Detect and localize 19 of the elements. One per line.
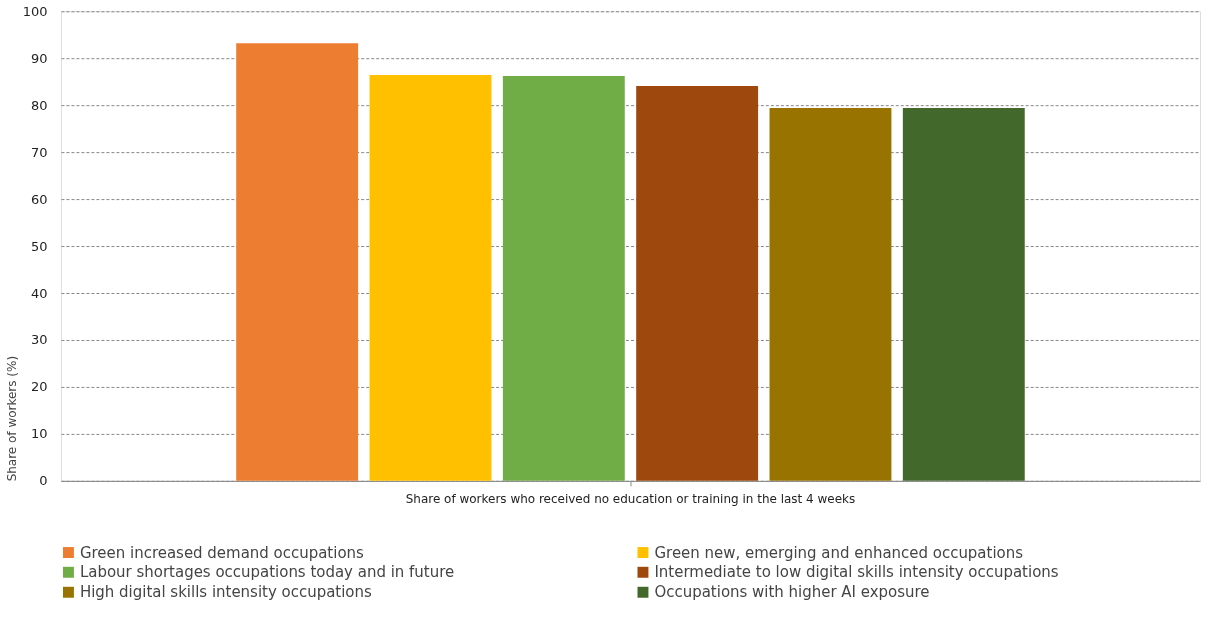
y-tick-label: 30 — [30, 332, 48, 348]
y-tick-label: 60 — [30, 191, 48, 207]
y-axis-title: Share of workers (%) — [4, 355, 19, 482]
y-tick-label: 100 — [22, 3, 48, 19]
y-tick-label: 50 — [30, 238, 48, 254]
x-tick-label: Share of workers who received no education or training in the last 4 weeks — [405, 492, 856, 507]
y-tick-label: 90 — [30, 50, 48, 66]
y-tick-label: 20 — [30, 379, 48, 395]
legend-label: Labour shortages occupations today and in future — [79, 563, 455, 582]
y-tick-label: 10 — [30, 426, 48, 442]
legend-label: Green increased demand occupations — [79, 543, 365, 562]
legend-label: High digital skills intensity occupations — [79, 583, 372, 602]
y-tick-label: 70 — [30, 144, 48, 160]
y-tick-label: 40 — [30, 285, 48, 301]
legend-label: Green new, emerging and enhanced occupations — [654, 543, 1024, 562]
legend-label: Occupations with higher AI exposure — [654, 583, 930, 602]
legend-label: Intermediate to low digital skills intensity occupations — [654, 563, 1059, 582]
y-tick-label: 80 — [30, 97, 48, 113]
y-tick-label: 0 — [39, 473, 48, 489]
